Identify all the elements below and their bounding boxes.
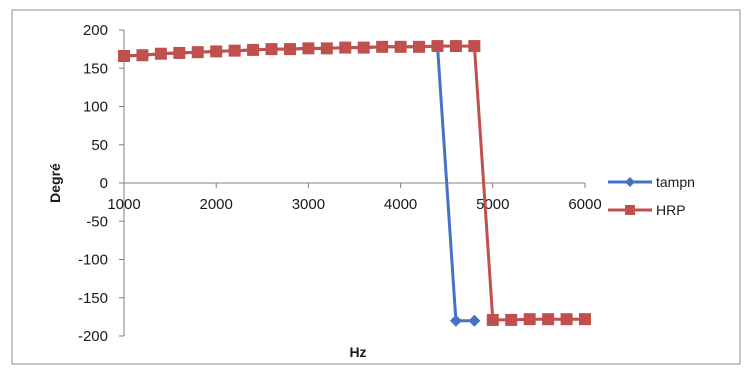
y-tick-label: 50 <box>91 137 108 154</box>
chart-frame <box>11 9 741 365</box>
data-point-square <box>339 41 352 54</box>
data-point-square <box>302 42 315 55</box>
y-axis-title: Degré <box>47 163 63 203</box>
x-tick-label: 3000 <box>292 196 325 213</box>
data-point-square <box>228 44 241 57</box>
data-point-square <box>579 313 591 326</box>
y-tick-label: 200 <box>83 22 108 39</box>
legend-item-hrp: HRP <box>608 202 686 218</box>
data-point-square <box>136 49 149 62</box>
data-point-square <box>560 313 573 326</box>
x-axis-title: Hz <box>349 344 366 360</box>
legend-label: tampn <box>656 174 695 190</box>
series-hrp <box>118 40 591 326</box>
data-point-square <box>394 40 407 53</box>
data-point-diamond <box>449 314 462 327</box>
legend-label: HRP <box>656 202 686 218</box>
legend-marker-square <box>625 205 635 215</box>
x-tick-label: 2000 <box>200 196 233 213</box>
data-point-square <box>431 40 444 53</box>
y-tick-label: 150 <box>83 60 108 77</box>
legend-item-tampn: tampn <box>608 174 695 190</box>
data-point-square <box>118 50 130 63</box>
data-point-diamond <box>468 314 481 327</box>
data-point-square <box>486 313 499 326</box>
x-tick-label: 5000 <box>476 196 509 213</box>
data-point-square <box>173 46 186 59</box>
data-point-square <box>376 40 389 53</box>
data-point-square <box>523 313 536 326</box>
data-point-square <box>154 47 167 60</box>
data-point-square <box>468 40 481 53</box>
data-point-square <box>191 46 204 59</box>
x-tick-label: 1000 <box>107 196 140 213</box>
data-point-square <box>265 43 278 56</box>
data-point-square <box>247 43 260 56</box>
y-tick-label: -150 <box>78 290 108 307</box>
data-point-square <box>357 41 370 54</box>
data-point-square <box>320 42 333 55</box>
y-tick-label: 0 <box>100 175 108 192</box>
legend-marker-diamond <box>625 177 635 187</box>
axes: 200 150 100 50 0 -50 -100 -150 -200 1000 2000 3000 4… <box>78 22 602 345</box>
legend: tampn HRP <box>608 174 695 218</box>
x-tick-label: 6000 <box>568 196 601 213</box>
data-point-square <box>542 313 555 326</box>
data-point-square <box>413 40 426 53</box>
y-tick-label: -100 <box>78 252 108 269</box>
series-group <box>118 40 591 327</box>
data-point-square <box>449 40 462 53</box>
y-tick-label: -200 <box>78 328 108 345</box>
data-point-square <box>283 43 296 56</box>
y-tick-label: 100 <box>83 99 108 116</box>
y-tick-label: -50 <box>86 213 108 230</box>
data-point-square <box>505 313 518 326</box>
x-tick-label: 4000 <box>384 196 417 213</box>
data-point-square <box>210 45 223 58</box>
